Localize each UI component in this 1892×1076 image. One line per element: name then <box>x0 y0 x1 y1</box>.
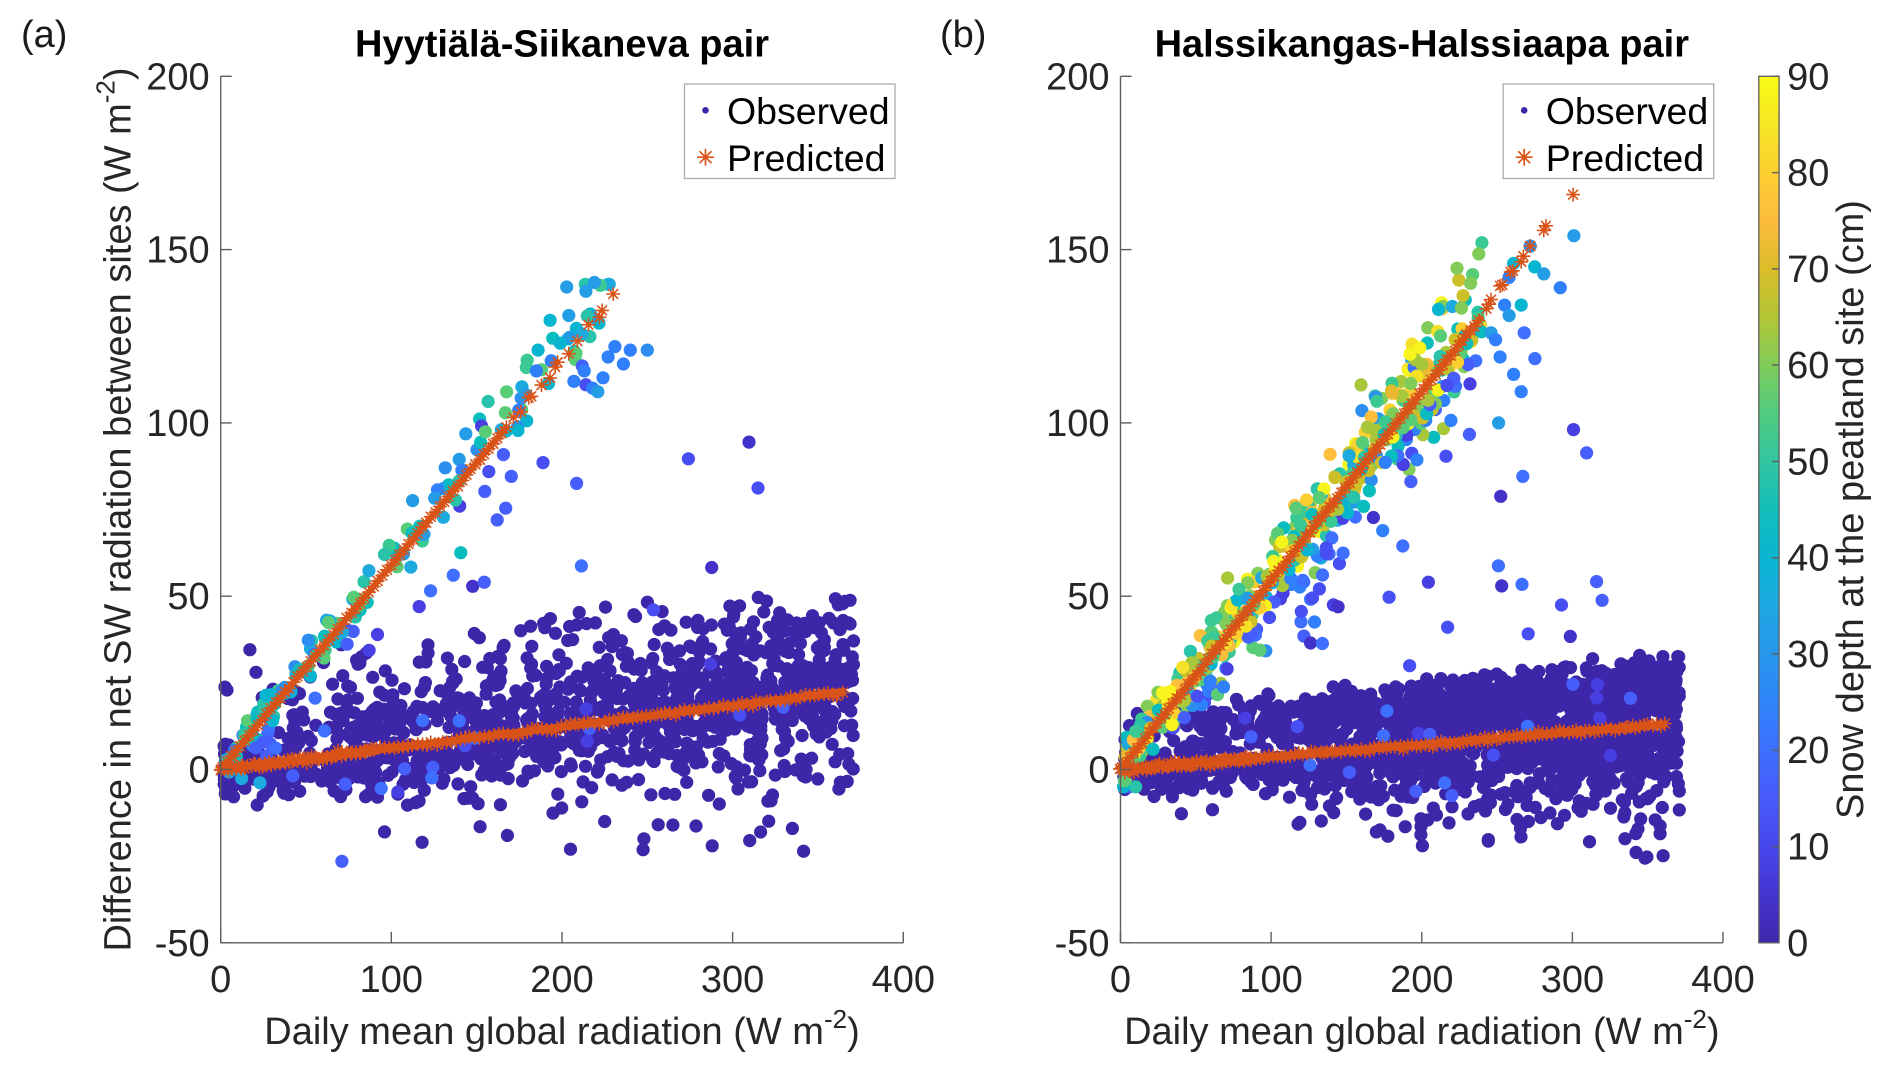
svg-text:20: 20 <box>1787 730 1829 772</box>
svg-text:30: 30 <box>1787 634 1829 676</box>
svg-text:Daily mean global radiation (W: Daily mean global radiation (W m-2) <box>264 1004 859 1053</box>
svg-text:0: 0 <box>210 959 231 1001</box>
svg-text:300: 300 <box>1541 959 1604 1001</box>
svg-text:Daily mean global radiation (W: Daily mean global radiation (W m-2) <box>1124 1004 1719 1053</box>
svg-text:150: 150 <box>1046 230 1109 272</box>
svg-text:0: 0 <box>1088 750 1109 792</box>
svg-text:40: 40 <box>1787 538 1829 580</box>
svg-text:Halssikangas-Halssiaapa pair: Halssikangas-Halssiaapa pair <box>1155 24 1690 66</box>
svg-text:200: 200 <box>1046 56 1109 98</box>
svg-text:90: 90 <box>1787 56 1829 98</box>
svg-text:100: 100 <box>146 403 209 445</box>
svg-text:Observed: Observed <box>1546 90 1709 132</box>
svg-text:-50: -50 <box>1055 923 1110 965</box>
svg-text:50: 50 <box>1067 576 1109 618</box>
svg-text:300: 300 <box>701 959 764 1001</box>
svg-text:400: 400 <box>1691 959 1754 1001</box>
svg-text:Predicted: Predicted <box>1546 137 1704 179</box>
svg-text:70: 70 <box>1787 249 1829 291</box>
svg-text:200: 200 <box>530 959 593 1001</box>
svg-text:Difference in net SW radiation: Difference in net SW radiation between s… <box>91 67 140 951</box>
svg-text:80: 80 <box>1787 153 1829 195</box>
svg-text:150: 150 <box>146 230 209 272</box>
svg-text:100: 100 <box>1046 403 1109 445</box>
svg-text:Hyytiälä-Siikaneva pair: Hyytiälä-Siikaneva pair <box>355 24 769 66</box>
svg-text:Predicted: Predicted <box>727 137 885 179</box>
svg-text:200: 200 <box>1390 959 1453 1001</box>
svg-text:(a): (a) <box>21 14 67 56</box>
svg-text:100: 100 <box>360 959 423 1001</box>
svg-text:60: 60 <box>1787 345 1829 387</box>
svg-text:10: 10 <box>1787 827 1829 869</box>
svg-text:(b): (b) <box>940 14 986 56</box>
svg-text:50: 50 <box>1787 441 1829 483</box>
svg-text:-50: -50 <box>155 923 210 965</box>
svg-text:0: 0 <box>1787 923 1808 965</box>
svg-text:Observed: Observed <box>727 90 890 132</box>
svg-text:200: 200 <box>146 56 209 98</box>
svg-text:400: 400 <box>872 959 935 1001</box>
svg-text:50: 50 <box>167 576 209 618</box>
svg-text:0: 0 <box>1110 959 1131 1001</box>
svg-text:0: 0 <box>189 750 210 792</box>
svg-text:100: 100 <box>1239 959 1302 1001</box>
svg-text:Snow depth at the peatland sit: Snow depth at the peatland site (cm) <box>1830 200 1872 819</box>
